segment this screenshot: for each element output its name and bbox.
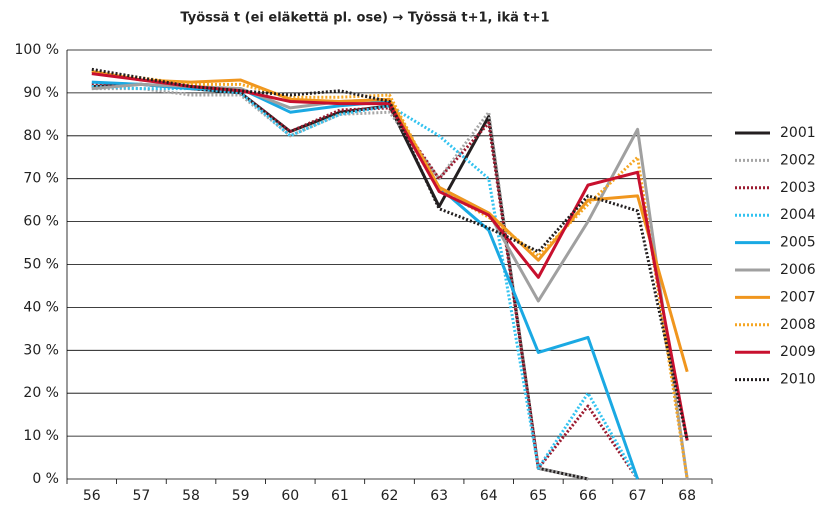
series-line: [91, 80, 639, 480]
series-line: [91, 87, 589, 481]
y-tick-label: 50 %: [23, 257, 59, 273]
y-tick-label: 10 %: [23, 428, 59, 444]
x-tick-label: 63: [430, 488, 448, 504]
legend-label: 2002: [780, 152, 816, 168]
series-line: [91, 82, 689, 480]
legend-label: 2005: [780, 235, 816, 251]
x-tick-label: 65: [529, 488, 547, 504]
y-tick-label: 60 %: [23, 214, 59, 230]
series-line: [91, 67, 689, 441]
legend-label: 2004: [780, 207, 816, 223]
legend-label: 2007: [780, 289, 816, 305]
legend-label: 2009: [780, 344, 816, 360]
chart-title: Työssä t (ei eläkettä pl. ose) → Työssä …: [180, 11, 549, 26]
x-tick-label: 56: [83, 488, 101, 504]
y-tick-label: 0 %: [32, 471, 59, 487]
y-tick-label: 30 %: [23, 342, 59, 358]
x-tick-label: 67: [629, 488, 647, 504]
series-line: [91, 72, 689, 441]
series-line: [91, 84, 639, 480]
legend-label: 2003: [780, 180, 816, 196]
x-tick-label: 61: [331, 488, 349, 504]
series-line: [91, 82, 589, 481]
y-tick-label: 20 %: [23, 385, 59, 401]
x-tick-label: 62: [381, 488, 399, 504]
x-tick-label: 66: [579, 488, 597, 504]
y-tick-label: 70 %: [23, 171, 59, 187]
x-tick-label: 59: [232, 488, 250, 504]
x-tick-label: 64: [480, 488, 498, 504]
x-tick-label: 58: [182, 488, 200, 504]
x-tick-label: 57: [133, 488, 151, 504]
y-tick-label: 100 %: [15, 42, 59, 58]
legend-label: 2001: [780, 125, 816, 141]
x-tick-label: 68: [678, 488, 696, 504]
legend-label: 2010: [780, 372, 816, 388]
y-tick-label: 40 %: [23, 299, 59, 315]
series-line: [91, 69, 689, 480]
x-tick-label: 60: [281, 488, 299, 504]
y-tick-label: 90 %: [23, 85, 59, 101]
legend-label: 2008: [780, 317, 816, 333]
y-tick-label: 80 %: [23, 128, 59, 144]
series-line: [91, 82, 639, 480]
series-line: [91, 69, 689, 373]
legend-label: 2006: [780, 262, 816, 278]
